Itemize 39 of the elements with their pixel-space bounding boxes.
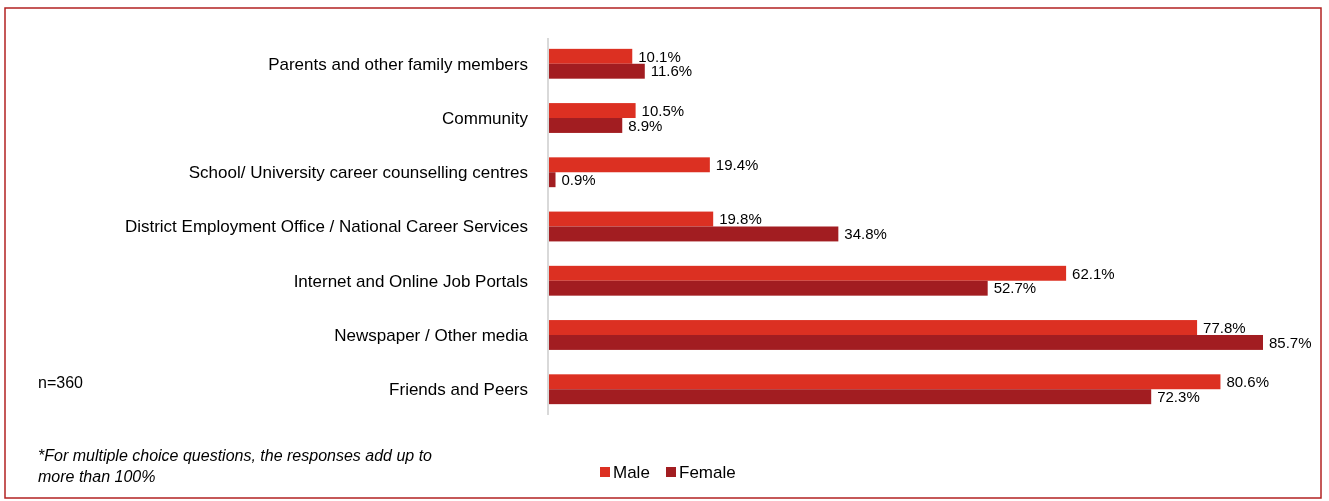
data-label: 19.8% xyxy=(719,210,762,228)
data-label: 52.7% xyxy=(993,279,1037,297)
data-label: 19.4% xyxy=(715,156,759,174)
y-tick-label: Parents and other family members xyxy=(268,54,528,74)
y-tick-label: Community xyxy=(442,108,529,128)
bar xyxy=(548,211,714,227)
bar xyxy=(548,48,633,64)
y-tick-label: Internet and Online Job Portals xyxy=(293,271,528,291)
bar xyxy=(548,63,645,79)
y-tick-label: Newspaper / Other media xyxy=(334,325,529,345)
data-label: 10.1% xyxy=(638,47,681,65)
text: *For multiple choice questions, the responses add up to more than 100% xyxy=(38,447,433,485)
data-label: 85.7% xyxy=(1269,333,1312,351)
legend-label: Male xyxy=(613,462,650,482)
bar xyxy=(548,226,839,242)
data-label: 0.9% xyxy=(561,170,596,188)
data-label: 72.3% xyxy=(1157,387,1200,405)
bar xyxy=(548,280,988,296)
y-tick-label: Friends and Peers xyxy=(389,380,528,400)
text: n=360 xyxy=(38,374,84,391)
bar xyxy=(548,103,636,119)
bar xyxy=(548,374,1221,390)
y-tick-label: School/ University career counselling centres xyxy=(188,163,528,183)
bar xyxy=(548,118,623,133)
y-tick-label: District Employment Office / National Career Services xyxy=(124,217,528,237)
data-label: 77.8% xyxy=(1203,318,1246,336)
bar xyxy=(548,172,556,188)
bar xyxy=(548,389,1152,405)
data-label: 8.9% xyxy=(628,116,663,134)
data-label: 62.1% xyxy=(1072,264,1115,282)
bar xyxy=(548,265,1067,281)
bar xyxy=(548,157,710,173)
bar xyxy=(548,334,1263,350)
data-label: 10.5% xyxy=(641,101,685,119)
bar xyxy=(548,320,1198,335)
legend-label: Female xyxy=(679,462,736,482)
data-label: 11.6% xyxy=(650,62,693,80)
data-label: 80.6% xyxy=(1226,373,1269,391)
data-label: 34.8% xyxy=(844,225,887,243)
